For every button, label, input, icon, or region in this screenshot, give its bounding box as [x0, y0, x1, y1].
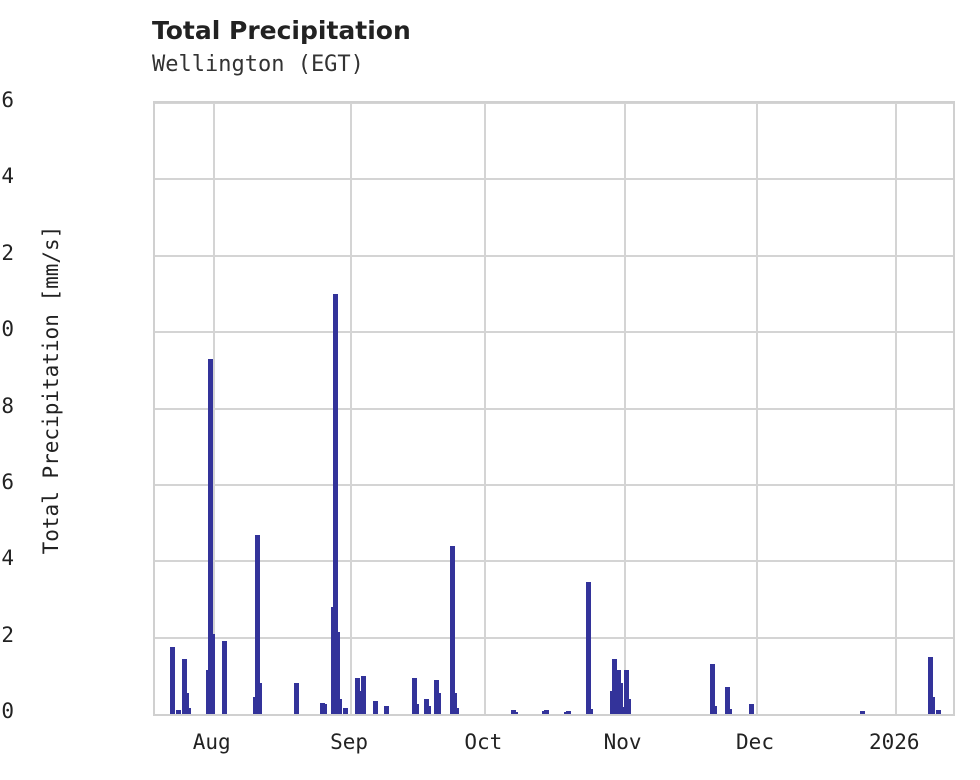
bar [449, 545, 455, 714]
y-tick-label: 0.010 [0, 317, 14, 342]
bar [727, 709, 733, 714]
bar [927, 656, 933, 714]
plot-area [153, 101, 955, 716]
gridline-horizontal [155, 407, 953, 410]
bar [566, 711, 572, 714]
bar [208, 358, 214, 714]
y-tick-label: 0.000 [0, 699, 14, 723]
bar [337, 698, 343, 714]
y-tick-label: 0.016 [0, 88, 14, 112]
y-tick-label: 0.012 [0, 240, 14, 265]
bar [222, 641, 228, 714]
gridline-horizontal [155, 636, 953, 639]
bar [453, 708, 459, 714]
bar [725, 687, 731, 714]
gridline-horizontal [155, 178, 953, 181]
bar [618, 683, 624, 714]
bar [588, 709, 594, 714]
bar [176, 710, 182, 714]
bar [749, 704, 755, 714]
bar [361, 675, 367, 714]
x-tick-label: Aug [192, 730, 231, 754]
gridline-horizontal [155, 560, 953, 563]
bar [425, 706, 431, 714]
bar [929, 696, 935, 714]
x-tick-label: 2026 [868, 730, 920, 754]
gridline-horizontal [155, 254, 953, 257]
x-tick-label: Oct [464, 730, 503, 754]
gridline-vertical [756, 103, 758, 714]
bar [859, 710, 865, 714]
bar [936, 710, 942, 714]
bar [335, 631, 341, 714]
bar [343, 708, 349, 714]
gridline-vertical [212, 103, 215, 714]
bar [423, 698, 429, 714]
bar [512, 712, 518, 714]
bar [210, 633, 216, 714]
y-axis-label: Total Precipitation [mm/s] [39, 225, 63, 555]
x-tick-label: Sep [330, 730, 369, 754]
bar [186, 708, 192, 714]
bar [411, 677, 417, 714]
bar [373, 700, 379, 714]
bar [620, 707, 626, 714]
bar [182, 658, 188, 714]
bar [254, 534, 260, 714]
bar [321, 704, 327, 714]
bar [293, 683, 299, 714]
bar [435, 693, 441, 714]
bar [184, 693, 190, 714]
bar [333, 293, 339, 714]
bar [170, 647, 176, 714]
bar [612, 658, 618, 714]
gridline-horizontal [155, 483, 953, 486]
y-tick-label: 0.004 [0, 546, 14, 571]
gridline-vertical [623, 103, 626, 714]
chart-subtitle: Wellington (EGT) [152, 52, 364, 77]
x-tick-label: Nov [603, 730, 642, 754]
bar [586, 582, 592, 714]
bar [256, 683, 262, 714]
gridline-vertical [895, 103, 898, 714]
bar [544, 710, 550, 714]
chart-title: Total Precipitation [152, 16, 411, 45]
y-tick-label: 0.008 [0, 393, 14, 418]
bar [626, 698, 632, 714]
gridline-vertical [484, 103, 487, 714]
bar [624, 670, 630, 714]
gridline-vertical [350, 103, 353, 714]
y-tick-label: 0.002 [0, 622, 14, 647]
bar [413, 704, 419, 714]
bar [451, 693, 457, 714]
gridline-horizontal [155, 103, 953, 104]
gridline-horizontal [155, 331, 953, 334]
bar [357, 691, 363, 714]
bar [711, 706, 717, 714]
bar [709, 664, 715, 714]
x-tick-label: Dec [736, 730, 774, 754]
y-tick-label: 0.006 [0, 469, 14, 494]
bar [384, 706, 390, 714]
y-tick-label: 0.014 [0, 164, 14, 189]
